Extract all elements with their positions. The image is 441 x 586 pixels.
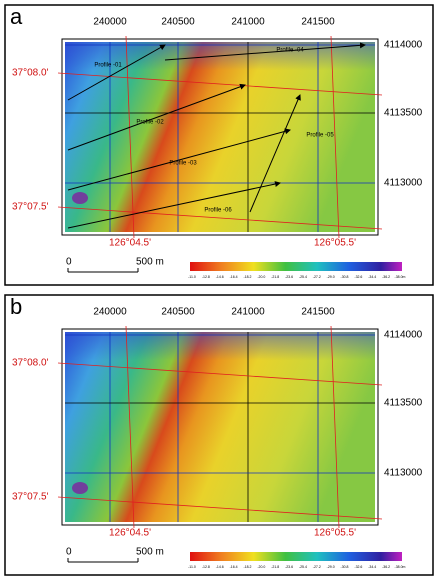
colorbar-label: -34.4 (368, 275, 376, 279)
northing-label: 4113500 (384, 108, 423, 119)
profile-line (67, 128, 291, 191)
colorbar (190, 552, 402, 561)
colorbar-label: -25.4 (299, 565, 307, 569)
colorbar-label: -25.4 (299, 275, 307, 279)
latitude-line (57, 72, 383, 96)
colorbar-label: -16.4 (230, 275, 238, 279)
longitude-line (330, 35, 340, 239)
colorbar-label: -34.4 (368, 565, 376, 569)
longitude-label: 126°05.5' (314, 528, 356, 539)
colorbar-label: -29.0 (327, 275, 335, 279)
colorbar-label: -30.8 (341, 275, 349, 279)
colorbar-label: -14.6 (216, 275, 224, 279)
profile-line (249, 94, 301, 213)
easting-label: 240000 (93, 307, 127, 318)
colorbar-label: -20.0 (257, 275, 265, 279)
colorbar-label: -32.6 (354, 565, 362, 569)
northing-label: 4113000 (384, 178, 423, 189)
colorbar-label: -20.0 (257, 565, 265, 569)
colorbar (190, 262, 402, 271)
colorbar-label: -36.2 (382, 275, 390, 279)
longitude-line (125, 325, 135, 529)
latitude-line (57, 206, 383, 230)
colorbar-label: -38.0m (395, 565, 406, 569)
easting-label: 241000 (231, 17, 265, 28)
latitude-label: 37°07.5' (12, 202, 49, 213)
northing-label: 4113500 (384, 398, 423, 409)
latitude-line (57, 362, 383, 386)
profile-line (67, 83, 246, 151)
map-frame (61, 328, 379, 526)
easting-label: 241500 (301, 17, 335, 28)
colorbar-label: -36.2 (382, 565, 390, 569)
colorbar-label: -32.6 (354, 275, 362, 279)
profile-line (67, 44, 166, 101)
northing-label: 4114000 (384, 40, 423, 51)
latitude-label: 37°07.5' (12, 492, 49, 503)
colorbar-label: -21.8 (271, 565, 279, 569)
colorbar-label: -23.6 (285, 565, 293, 569)
colorbar-label: -11.0 (188, 565, 196, 569)
colorbar-label: -30.8 (341, 565, 349, 569)
profile-line (164, 42, 366, 61)
scale-label: 500 m (136, 257, 164, 268)
colorbar-label: -23.6 (285, 275, 293, 279)
colorbar-label: -12.8 (202, 565, 210, 569)
profile-line (67, 181, 281, 229)
colorbar-label: -38.0m (395, 275, 406, 279)
colorbar-label: -18.2 (243, 565, 251, 569)
latitude-line (57, 496, 383, 520)
panel: b 240000 240500 241000 241500 4114000 4113500 4… (4, 294, 434, 576)
panel-frame (4, 294, 434, 576)
profile-label: Profile -04 (276, 48, 304, 54)
longitude-label: 126°04.5' (109, 528, 151, 539)
profile-label: Profile -06 (204, 208, 232, 214)
colorbar-label: -12.8 (202, 275, 210, 279)
colorbar-label: -27.2 (313, 565, 321, 569)
map-frame (61, 38, 379, 236)
scale-label: 500 m (136, 547, 164, 558)
bathymetry-shade (65, 42, 375, 232)
longitude-line (125, 35, 135, 239)
scale-label: 0 (66, 257, 72, 268)
profile-label: Profile -03 (169, 161, 197, 167)
scale-label: 0 (66, 547, 72, 558)
colorbar-label: -18.2 (243, 275, 251, 279)
easting-label: 241000 (231, 307, 265, 318)
colorbar-label: -16.4 (230, 565, 238, 569)
easting-label: 240500 (161, 17, 195, 28)
panel-frame (4, 4, 434, 286)
deep-spot (72, 482, 88, 494)
latitude-label: 37°08.0' (12, 358, 49, 369)
colorbar-label: -27.2 (313, 275, 321, 279)
profile-label: Profile -01 (94, 63, 122, 69)
northing-label: 4113000 (384, 468, 423, 479)
latitude-label: 37°08.0' (12, 68, 49, 79)
longitude-line (330, 325, 340, 529)
longitude-label: 126°04.5' (109, 238, 151, 249)
profile-label: Profile -05 (306, 133, 334, 139)
panel: a 240000 240500 241000 241500 4114000 4113500 4… (4, 4, 434, 286)
colorbar-label: -21.8 (271, 275, 279, 279)
colorbar-label: -14.6 (216, 565, 224, 569)
colorbar-label: -11.0 (188, 275, 196, 279)
profile-label: Profile -02 (136, 120, 164, 126)
deep-spot (72, 192, 88, 204)
northing-label: 4114000 (384, 330, 423, 341)
colorbar-label: -29.0 (327, 565, 335, 569)
panel-label: a (10, 4, 23, 29)
easting-label: 240000 (93, 17, 127, 28)
longitude-label: 126°05.5' (314, 238, 356, 249)
panel-label: b (10, 294, 22, 319)
bathymetry-shade (65, 332, 375, 522)
easting-label: 241500 (301, 307, 335, 318)
easting-label: 240500 (161, 307, 195, 318)
